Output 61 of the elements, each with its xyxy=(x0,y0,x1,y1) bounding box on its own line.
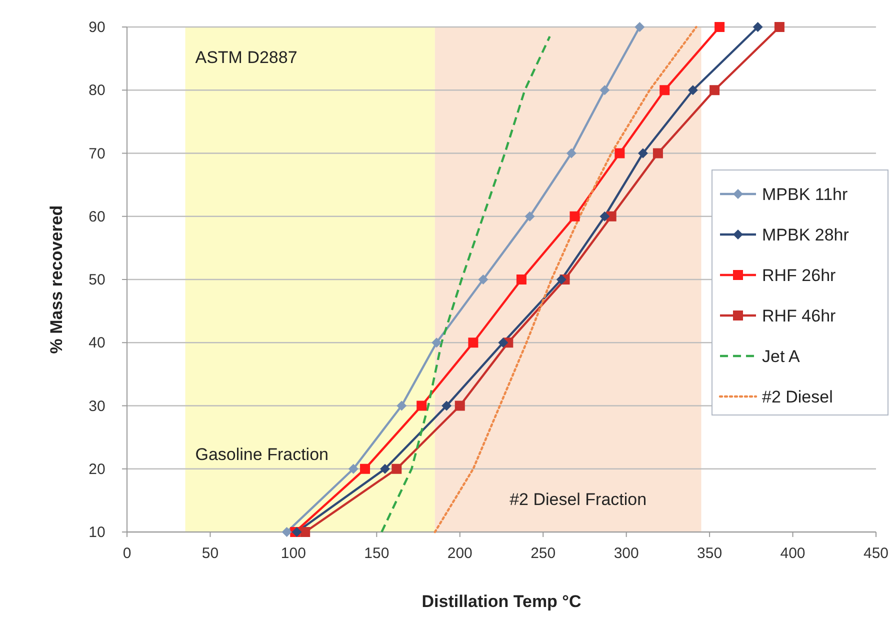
point xyxy=(600,211,610,222)
y-tick-label: 60 xyxy=(88,208,106,226)
point xyxy=(600,85,610,96)
x-tick-label: 300 xyxy=(614,545,639,562)
x-tick-label: 450 xyxy=(863,545,889,562)
x-tick-label: 150 xyxy=(364,545,390,562)
point xyxy=(570,211,580,222)
x-axis-title: Distillation Temp °C xyxy=(422,592,582,611)
point xyxy=(516,274,526,284)
point xyxy=(634,22,645,32)
point xyxy=(478,274,488,284)
point xyxy=(432,338,442,348)
x-tick-label: 400 xyxy=(780,545,806,562)
y-axis-title: % Mass recovered xyxy=(47,205,66,354)
band-label: #2 Diesel Fraction xyxy=(510,490,647,509)
point xyxy=(614,148,625,158)
point xyxy=(652,148,663,158)
point xyxy=(524,211,535,222)
legend-label: RHF 46hr xyxy=(762,306,836,326)
x-tick-label: 100 xyxy=(280,545,306,562)
point xyxy=(752,22,763,32)
point xyxy=(638,148,648,158)
y-tick-label: 30 xyxy=(88,398,106,415)
point xyxy=(360,464,370,474)
point xyxy=(714,22,725,32)
point xyxy=(710,85,720,96)
point xyxy=(688,85,698,96)
y-tick-label: 50 xyxy=(88,272,106,288)
y-tick-label: 20 xyxy=(88,460,106,478)
point xyxy=(348,464,358,474)
point xyxy=(300,527,310,537)
legend-label: RHF 26hr xyxy=(762,266,836,285)
y-tick-label: 80 xyxy=(88,82,106,100)
x-tick-label: 50 xyxy=(202,545,219,562)
x-tick-label: 350 xyxy=(697,545,722,562)
legend-label: #2 Diesel xyxy=(762,388,833,406)
y-tick-label: 40 xyxy=(88,334,106,352)
legend-label: MPBK 11hr xyxy=(762,185,848,204)
annotation: ASTM D2887 xyxy=(195,48,298,67)
x-tick-label: 200 xyxy=(447,545,472,562)
point xyxy=(498,338,508,348)
point xyxy=(392,464,402,474)
point xyxy=(380,464,390,474)
x-tick-label: 250 xyxy=(530,545,556,562)
point xyxy=(442,400,452,411)
y-tick-label: 90 xyxy=(88,19,106,36)
x-tick-label: 0 xyxy=(122,545,132,562)
point xyxy=(660,85,670,96)
point xyxy=(556,274,566,284)
band-label: Gasoline Fraction xyxy=(195,445,328,464)
y-tick-label: 70 xyxy=(88,145,106,162)
y-tick-label: 10 xyxy=(88,524,106,541)
point xyxy=(774,22,784,32)
legend-label: Jet A xyxy=(762,347,800,366)
point xyxy=(416,400,427,411)
point xyxy=(396,400,407,411)
legend-label: MPBK 28hr xyxy=(762,226,850,244)
point xyxy=(468,338,478,348)
point xyxy=(566,148,576,158)
point xyxy=(454,400,465,411)
point xyxy=(282,527,292,537)
